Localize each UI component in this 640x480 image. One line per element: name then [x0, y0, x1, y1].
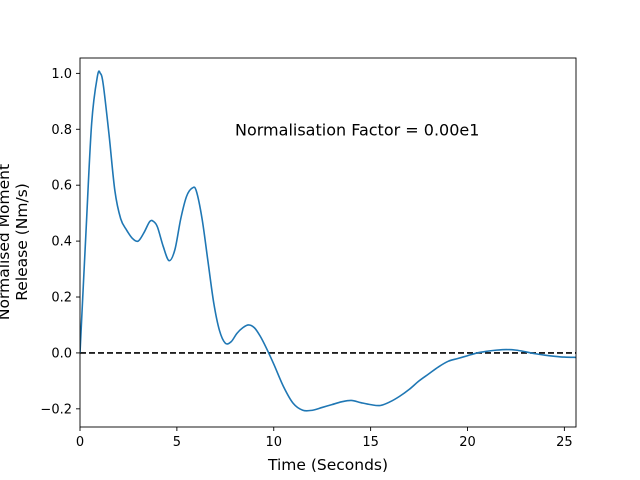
x-tick-label: 10	[265, 435, 282, 450]
annotation-text: Normalisation Factor = 0.00e1	[235, 120, 479, 139]
y-tick-label: −0.2	[40, 402, 72, 417]
y-tick-label: 0.8	[51, 123, 72, 138]
y-axis-label-line-1: Normalised Moment	[0, 164, 13, 320]
x-tick-label: 15	[362, 435, 379, 450]
x-axis-ticks: 0 5 10 15 20 25	[76, 427, 573, 450]
y-tick-label: 0.4	[51, 235, 72, 250]
x-tick-label: 0	[76, 435, 84, 450]
x-axis-label: Time (Seconds)	[267, 456, 388, 474]
y-axis-ticks: −0.2 0.0 0.2 0.4 0.6 0.8 1.0	[40, 67, 80, 417]
series-line	[80, 70, 576, 412]
x-tick-label: 25	[556, 435, 573, 450]
y-tick-label: 0.0	[51, 346, 72, 361]
y-tick-label: 0.6	[51, 179, 72, 194]
y-tick-label: 1.0	[51, 67, 72, 82]
x-tick-label: 5	[173, 435, 181, 450]
y-axis-label-line-2: Release (Nm/s)	[13, 183, 31, 301]
plot-background	[80, 58, 576, 427]
y-tick-label: 0.2	[51, 291, 72, 306]
x-tick-label: 20	[459, 435, 476, 450]
plot-frame	[79, 57, 577, 428]
